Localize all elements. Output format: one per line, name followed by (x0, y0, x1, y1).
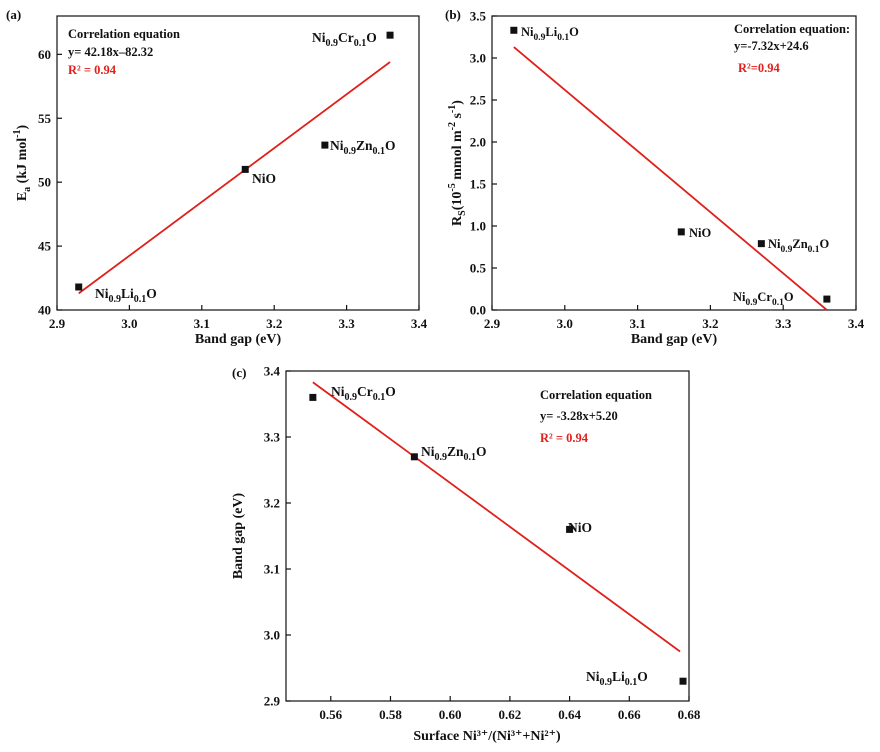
panel-c-point-ni09li01o (679, 677, 687, 685)
panel-c-xtick-label: 0.62 (499, 707, 522, 722)
panel-a-xtick-label: 3.4 (411, 316, 428, 331)
panel-b: (b) 2.9 3.0 3.1 3.2 3.3 3.4 0.0 0.5 1.0 1.5 2.0 2.5… (445, 7, 865, 347)
panel-c-annotation-title: Correlation equation (540, 388, 652, 402)
panel-a-label-nio: NiO (252, 171, 276, 186)
panel-c-r2: R² = 0.94 (540, 431, 589, 445)
panel-c-ytick-label: 2.9 (264, 694, 281, 709)
panel-a-point-ni09cr01o (386, 31, 394, 39)
panel-a-equation: y= 42.18x–82.32 (68, 45, 153, 59)
panel-b-ytick-label: 3.5 (470, 9, 487, 24)
panel-c-xlabel: Surface Ni³⁺/(Ni³⁺+Ni²⁺) (413, 729, 561, 744)
panel-b-ytick-label: 2.0 (470, 135, 486, 150)
panel-a-frame (56, 15, 420, 311)
panel-b-point-ni09li01o (510, 26, 518, 34)
panel-c-ytick-label: 3.1 (264, 562, 280, 577)
panel-a: (a) 2.9 3.0 3.1 3.2 3.3 3.4 40 45 50 55 60 Ni0.9Li… (6, 7, 428, 347)
panel-a-xtick-label: 2.9 (49, 316, 66, 331)
panel-a-label-zn: Ni0.9Zn0.1O (330, 138, 396, 157)
panel-c-xtick-label: 0.66 (618, 707, 641, 722)
panel-a-fit-line (78, 61, 391, 295)
panel-c-point-ni09cr01o (309, 393, 317, 401)
panel-a-ytick-label: 45 (38, 239, 52, 254)
panel-a-r2: R² = 0.94 (68, 63, 117, 77)
panel-c-xtick-label: 0.56 (319, 707, 342, 722)
panel-c-xtick-label: 0.60 (439, 707, 462, 722)
panel-b-ytick-label: 3.0 (470, 51, 486, 66)
panel-b-xtick-label: 3.3 (775, 316, 792, 331)
panel-b-ytick-label: 0.0 (470, 303, 486, 318)
panel-a-ylabel: Ea (kJ mol-1) (12, 124, 33, 201)
panel-a-point-nio (241, 165, 249, 173)
panel-b-equation: y=-7.32x+24.6 (734, 39, 809, 53)
panel-a-label: (a) (6, 7, 21, 22)
panel-b-point-ni09cr01o (823, 295, 831, 303)
panel-a-axes: 2.9 3.0 3.1 3.2 3.3 3.4 40 45 50 55 60 (38, 47, 428, 331)
panel-b-label: (b) (445, 7, 461, 22)
panel-c-label-li: Ni0.9Li0.1O (586, 669, 648, 688)
panel-b-label-cr: Ni0.9Cr0.1O (733, 290, 794, 308)
panel-a-point-ni09li01o (75, 283, 83, 291)
panel-c-label-nio: NiO (568, 520, 592, 535)
panel-a-xlabel: Band gap (eV) (195, 332, 282, 347)
panel-b-ytick-label: 0.5 (470, 261, 487, 276)
panel-c-ytick-label: 3.2 (264, 496, 280, 511)
panel-b-points (510, 26, 831, 303)
panel-c-point-nio (566, 525, 574, 533)
panel-c-frame (285, 370, 690, 702)
panel-a-label-cr: Ni0.9Cr0.1O (312, 30, 377, 49)
panel-b-xlabel: Band gap (eV) (631, 332, 718, 347)
panel-b-point-nio (677, 228, 685, 236)
panel-b-r2: R²=0.94 (738, 61, 781, 75)
panel-c-xtick-label: 0.58 (379, 707, 402, 722)
panel-c-ytick-label: 3.4 (264, 364, 281, 379)
panel-b-xtick-label: 3.0 (557, 316, 573, 331)
panel-a-xtick-label: 3.3 (338, 316, 355, 331)
panel-b-label-nio: NiO (689, 226, 712, 240)
panel-c-label: (c) (232, 365, 246, 380)
panel-c-label-zn: Ni0.9Zn0.1O (421, 444, 487, 463)
panel-a-xtick-label: 3.0 (121, 316, 137, 331)
panel-a-ytick-label: 40 (38, 303, 51, 318)
panel-a-xtick-label: 3.2 (266, 316, 282, 331)
panel-a-label-li: Ni0.9Li0.1O (95, 286, 157, 305)
panel-b-point-ni09zn01o (757, 240, 765, 248)
panel-c-ytick-label: 3.3 (264, 430, 281, 445)
panel-c-axes: 0.56 0.58 0.60 0.62 0.64 0.66 0.68 2.9 3.0 3.1 3.2… (264, 364, 701, 723)
panel-c-xtick-label: 0.64 (558, 707, 581, 722)
panel-b-label-zn: Ni0.9Zn0.1O (768, 237, 830, 255)
panel-c: (c) 0.56 0.58 0.60 0.62 0.64 0.66 0.68 2.9 3.0 3.… (231, 364, 701, 745)
panel-a-ytick-label: 55 (38, 111, 52, 126)
panel-b-ylabel: RS(10-5 mmol m-2 s-1) (447, 100, 468, 226)
panel-c-ytick-label: 3.0 (264, 628, 280, 643)
panel-b-fit-line (513, 46, 828, 311)
panel-c-ylabel: Band gap (eV) (231, 492, 246, 579)
panel-a-point-ni09zn01o (321, 141, 329, 149)
panel-b-ytick-label: 1.0 (470, 219, 486, 234)
panel-a-ytick-label: 60 (38, 47, 51, 62)
panel-c-label-cr: Ni0.9Cr0.1O (331, 384, 396, 403)
panel-a-ytick-label: 50 (38, 175, 51, 190)
panel-b-xtick-label: 3.2 (702, 316, 718, 331)
panel-c-equation: y= -3.28x+5.20 (540, 409, 618, 423)
panel-a-annotation-title: Correlation equation (68, 27, 180, 41)
panel-b-xtick-label: 3.4 (848, 316, 865, 331)
panel-b-ytick-label: 2.5 (470, 93, 487, 108)
panel-a-points (75, 31, 394, 291)
panel-b-ytick-label: 1.5 (470, 177, 487, 192)
panel-b-axes: 2.9 3.0 3.1 3.2 3.3 3.4 0.0 0.5 1.0 1.5 2.0 2.5 3.0 3… (470, 9, 865, 332)
panel-a-xtick-label: 3.1 (194, 316, 210, 331)
panel-c-fit-line (312, 381, 681, 653)
panel-b-xtick-label: 2.9 (484, 316, 501, 331)
panel-c-xtick-label: 0.68 (678, 707, 701, 722)
panel-b-xtick-label: 3.1 (629, 316, 645, 331)
panel-b-annotation-title: Correlation equation: (734, 22, 850, 36)
panel-b-frame (491, 15, 857, 311)
panel-c-point-ni09zn01o (410, 453, 418, 461)
panel-c-points (309, 393, 687, 685)
panel-b-label-li: Ni0.9Li0.1O (521, 25, 579, 43)
